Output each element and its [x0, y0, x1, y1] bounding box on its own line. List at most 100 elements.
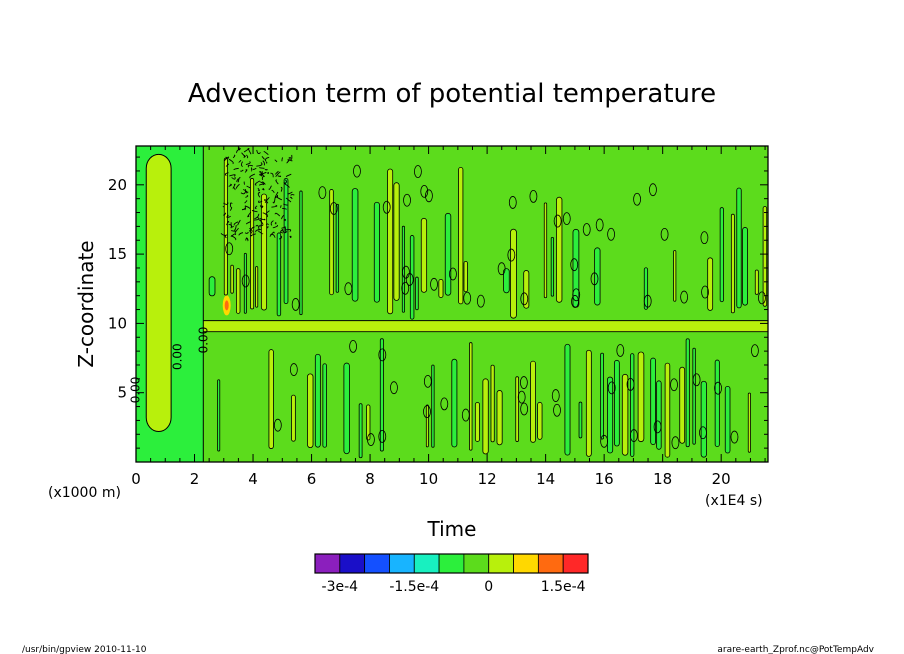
contour-line [286, 159, 290, 164]
contour-line [358, 403, 363, 459]
field-stripe [438, 279, 444, 298]
contour-line [272, 224, 279, 229]
contour-line [223, 212, 227, 216]
field-stripe [291, 395, 296, 442]
contour-line [474, 402, 480, 442]
contour-line [719, 207, 724, 303]
field-stripe [463, 261, 468, 292]
contour-line [284, 183, 290, 188]
contour-line [287, 159, 293, 162]
contour-line [274, 222, 277, 225]
contour-line [282, 207, 287, 210]
contour-line [237, 177, 241, 183]
field-stripe [244, 253, 247, 314]
y-tick-label: 20 [108, 176, 127, 194]
field-stripe [725, 386, 731, 453]
field-stripe [679, 367, 685, 444]
field-stripe [217, 379, 220, 452]
contour-line [409, 235, 415, 320]
contour-line [237, 219, 241, 226]
contour-line [289, 196, 293, 200]
contour-line [537, 401, 543, 440]
contour-line [736, 187, 742, 309]
contour-cell [758, 291, 766, 305]
contour-line [650, 357, 656, 445]
contour-line [208, 276, 216, 297]
contour-line [255, 266, 259, 308]
colorbar-swatch [488, 553, 514, 574]
contour-line [482, 378, 489, 455]
contour-line [266, 225, 269, 229]
contour-line [290, 154, 293, 160]
field-stripe [607, 377, 613, 454]
contour-line [243, 252, 247, 314]
y-tick-label: 5 [117, 384, 127, 402]
contour-line [235, 183, 240, 189]
contour-line [240, 169, 244, 172]
contour-line [258, 230, 264, 235]
contour-line [254, 180, 261, 186]
contour-line [275, 171, 281, 178]
contour-cell [671, 436, 680, 450]
field-stripe [415, 277, 419, 310]
contour-label: 0.00 [170, 343, 184, 370]
contour-cell [529, 189, 538, 203]
contour-line [290, 194, 295, 196]
contour-cell [430, 277, 438, 291]
contour-line [145, 153, 172, 433]
contour-label: 0.00 [197, 327, 211, 354]
contour-line [281, 157, 283, 162]
contour-line [266, 210, 270, 214]
contour-line [283, 203, 288, 206]
contour-line [249, 227, 254, 232]
field-stripe [374, 202, 380, 303]
contour-cell [570, 258, 579, 272]
contour-line [444, 212, 452, 296]
contour-line [280, 186, 283, 192]
contour-line [503, 268, 510, 294]
contour-cell [692, 373, 701, 387]
x-unit-label: (x1E4 s) [705, 493, 763, 509]
field-stripe [638, 351, 644, 442]
contour-line [564, 343, 571, 456]
x-axis: 0 2 4 6 8 10 12 14 16 18 20 [131, 146, 766, 488]
contour-cell [649, 183, 657, 197]
contour-cell [607, 381, 616, 395]
contour-line [233, 224, 237, 231]
contour-cell [225, 242, 234, 256]
contour-cell [633, 192, 641, 206]
field-stripe [402, 226, 405, 313]
contour-cell [344, 282, 353, 296]
y-unit-label: (x1000 m) [48, 485, 121, 501]
contour-line [754, 269, 759, 295]
contour-line [231, 176, 236, 180]
contour-cell [680, 290, 689, 304]
contour-line [264, 168, 268, 171]
chart-title: Advection term of potential temperature [188, 79, 716, 109]
contour-line [223, 202, 229, 205]
colorbar-swatch [413, 553, 440, 574]
contour-line [664, 362, 671, 458]
contour-line [233, 221, 239, 226]
field-stripe [586, 350, 592, 457]
colorbar-swatch [364, 553, 390, 574]
contour-line [271, 204, 278, 208]
contour-cell [378, 429, 387, 443]
contour-line [730, 213, 735, 314]
contour-cell [670, 378, 678, 392]
field-stripe [458, 167, 463, 304]
contour-line [594, 247, 601, 306]
contour-line [415, 276, 419, 311]
contour-line [226, 221, 230, 226]
contour-cell [551, 389, 560, 402]
contour-cell [420, 184, 429, 198]
contour-line [762, 206, 768, 307]
field-stripe [622, 374, 628, 456]
x-axis-label: Time [427, 517, 477, 541]
field-stripe [644, 267, 648, 310]
contour-line [259, 205, 263, 208]
contour-line [255, 224, 260, 230]
contour-line [285, 173, 292, 178]
contour-line [279, 231, 284, 234]
contour-line [234, 227, 239, 234]
